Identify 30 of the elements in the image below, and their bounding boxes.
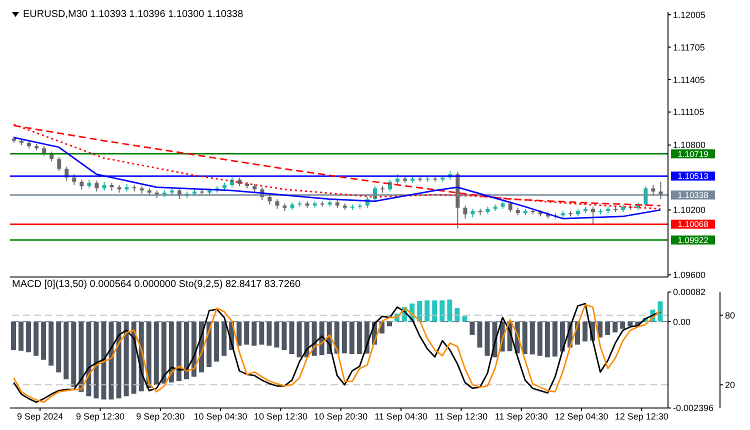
y-tick-label: 1.12005 (673, 10, 706, 20)
y2-tick-label: 80 (725, 310, 736, 320)
x-tick-label: 9 Sep 2024 (17, 411, 64, 422)
x-tick-label: 11 Sep 20:30 (494, 411, 548, 422)
x-tick-label: 10 Sep 20:30 (314, 411, 368, 422)
x-tick-label: 10 Sep 04:30 (194, 411, 248, 422)
ref-line-label: 1.10068 (678, 219, 709, 230)
ref-line-label: 1.10719 (678, 148, 709, 159)
ref-line-label: 1.09922 (678, 235, 709, 246)
x-tick-label: 11 Sep 04:30 (374, 411, 428, 422)
y-tick-label: 1.11705 (673, 42, 705, 52)
chart-title: EURUSD,M30 1.10393 1.10396 1.10300 1.10338 (23, 9, 244, 20)
x-tick-label: 12 Sep 12:30 (614, 411, 668, 422)
y-tick-label: 1.09600 (673, 270, 706, 280)
y-tick-label: 1.10800 (673, 140, 706, 150)
y-tick-label: -0.002396 (673, 403, 714, 414)
y-tick-label: 0.00 (673, 316, 691, 327)
x-tick-label: 10 Sep 12:30 (254, 411, 308, 422)
y-tick-label: 0.00082 (673, 287, 706, 298)
y-tick-label: 1.11105 (673, 107, 704, 118)
y2-tick-label: 20 (725, 380, 736, 390)
ref-line-label: 1.10513 (678, 171, 709, 182)
chart-title: MACD [0](13,50) 0.000564 0.000000 Sto(9,2,5) 82.8417 83.7260 (12, 279, 301, 290)
x-tick-label: 11 Sep 12:30 (434, 411, 488, 422)
x-tick-label: 9 Sep 12:30 (76, 411, 125, 422)
y-tick-label: 1.11405 (673, 74, 705, 85)
x-tick-label: 12 Sep 04:30 (554, 411, 608, 422)
ref-line-label: 1.10338 (678, 190, 709, 200)
x-tick-label: 9 Sep 20:30 (136, 411, 185, 422)
y-tick-label: 1.10200 (673, 205, 706, 216)
